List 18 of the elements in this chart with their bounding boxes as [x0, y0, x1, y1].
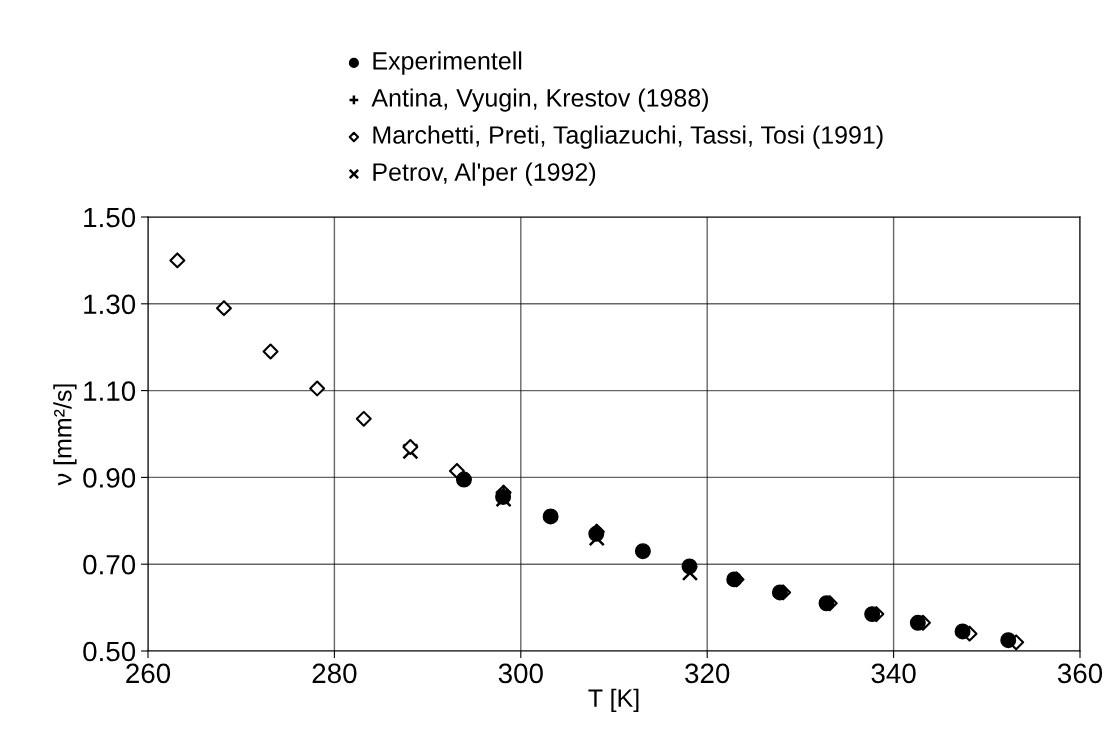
x-tick-label: 360	[1057, 663, 1103, 684]
x-tick-label: 320	[685, 663, 730, 684]
y-tick-label: 1.30	[84, 294, 136, 315]
y-tick-label: 0.50	[83, 641, 136, 662]
x-tick-label: 260	[126, 663, 171, 684]
y-tick-label: 0.70	[83, 554, 136, 575]
x-tick-label: 280	[312, 663, 357, 684]
legend-label: Experimentell	[373, 51, 522, 75]
legend-label: Marchetti, Preti, Tagliazuchi, Tassi, Tosi (1991)	[373, 125, 883, 149]
y-tick-label: 1.50	[84, 207, 136, 228]
y-tick-label: 0.90	[83, 468, 136, 488]
y-tick-label: 1.10	[84, 381, 136, 401]
x-tick-label: 340	[871, 663, 916, 684]
legend-label: Petrov, Al'per (1992)	[373, 162, 596, 186]
y-axis-title: ν [mm²/s]	[53, 384, 77, 486]
x-axis-title: T [K]	[588, 688, 639, 712]
legend-label: Antina, Vyugin, Krestov (1988)	[371, 88, 708, 112]
x-tick-label: 300	[498, 663, 543, 684]
